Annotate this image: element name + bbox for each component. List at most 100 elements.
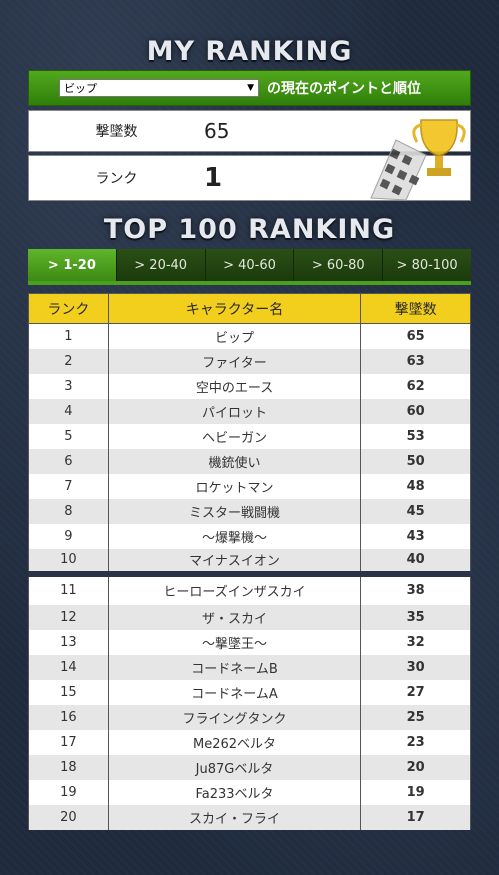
- header-kills: 撃墜数: [360, 293, 471, 324]
- row-rank-cell: 20: [28, 804, 109, 830]
- tab-80-100[interactable]: > 80-100: [383, 249, 471, 281]
- table-row: 14 コードネームB 30: [28, 654, 471, 680]
- row-kills-cell: 60: [360, 398, 471, 424]
- row-kills-cell: 23: [360, 729, 471, 755]
- table-row: 9 ～爆撃機～ 43: [28, 523, 471, 549]
- row-rank-cell: 19: [28, 779, 109, 805]
- row-name-cell: マイナスイオン: [107, 548, 362, 574]
- table-row: 12 ザ・スカイ 35: [28, 604, 471, 630]
- row-kills-cell: 20: [360, 754, 471, 780]
- row-rank-cell: 10: [28, 548, 109, 574]
- row-name-cell: フライングタンク: [107, 704, 362, 730]
- row-kills-cell: 25: [360, 704, 471, 730]
- row-kills-cell: 27: [360, 679, 471, 705]
- table-row: 2 ファイター 63: [28, 348, 471, 374]
- row-kills-cell: 63: [360, 348, 471, 374]
- row-rank-cell: 5: [28, 423, 109, 449]
- tab-1-20[interactable]: > 1-20: [28, 249, 117, 281]
- character-select[interactable]: ビップ ▼: [59, 79, 259, 97]
- table-row: 7 ロケットマン 48: [28, 473, 471, 499]
- row-rank-cell: 12: [28, 604, 109, 630]
- tab-60-80[interactable]: > 60-80: [294, 249, 384, 281]
- top-ranking-title: TOP 100 RANKING: [103, 214, 396, 245]
- table-row: 11 ヒーローズインザスカイ 38: [28, 570, 471, 605]
- table-row: 18 Ju87Gベルタ 20: [28, 754, 471, 780]
- table-row: 20 スカイ・フライ 17: [28, 804, 471, 830]
- row-name-cell: パイロット: [107, 398, 362, 424]
- row-name-cell: ファイター: [107, 348, 362, 374]
- table-row: 6 機銃使い 50: [28, 448, 471, 474]
- bar-caption: の現在のポイントと順位: [267, 81, 421, 97]
- row-name-cell: ヒーローズインザスカイ: [107, 570, 362, 605]
- row-rank-cell: 15: [28, 679, 109, 705]
- row-rank-cell: 9: [28, 523, 109, 549]
- row-name-cell: ミスター戦闘機: [107, 498, 362, 524]
- tab-20-40[interactable]: > 20-40: [116, 249, 206, 281]
- row-kills-cell: 32: [360, 629, 471, 655]
- kills-value: 65: [204, 119, 230, 143]
- row-name-cell: ザ・スカイ: [107, 604, 362, 630]
- row-name-cell: ビップ: [107, 323, 362, 349]
- row-kills-cell: 19: [360, 779, 471, 805]
- row-name-cell: ～爆撃機～: [107, 523, 362, 549]
- table-row: 5 ヘビーガン 53: [28, 423, 471, 449]
- tab-underline: [28, 281, 471, 285]
- row-kills-cell: 65: [360, 323, 471, 349]
- table-row: 1 ビップ 65: [28, 323, 471, 349]
- row-name-cell: Me262ベルタ: [107, 729, 362, 755]
- row-kills-cell: 35: [360, 604, 471, 630]
- row-rank-cell: 2: [28, 348, 109, 374]
- ranking-body: 1 ビップ 65 2 ファイター 63 3 空中のエース 62 4 パイロット 60 5 ヘビーガン 53 6…: [28, 323, 471, 830]
- my-ranking-title: MY RANKING: [146, 36, 353, 67]
- row-kills-cell: 40: [360, 548, 471, 574]
- row-rank-cell: 1: [28, 323, 109, 349]
- row-kills-cell: 62: [360, 373, 471, 399]
- row-kills-cell: 53: [360, 423, 471, 449]
- range-tabs: > 1-20 > 20-40 > 40-60 > 60-80 > 80-100: [28, 249, 471, 281]
- table-row: 8 ミスター戦闘機 45: [28, 498, 471, 524]
- row-rank-cell: 8: [28, 498, 109, 524]
- row-kills-cell: 48: [360, 473, 471, 499]
- row-name-cell: ロケットマン: [107, 473, 362, 499]
- row-rank-cell: 4: [28, 398, 109, 424]
- rank-value: 1: [204, 163, 223, 193]
- row-name-cell: ヘビーガン: [107, 423, 362, 449]
- row-rank-cell: 13: [28, 629, 109, 655]
- table-row: 13 ～撃墜王～ 32: [28, 629, 471, 655]
- row-rank-cell: 6: [28, 448, 109, 474]
- row-rank-cell: 7: [28, 473, 109, 499]
- header-rank: ランク: [28, 293, 109, 324]
- row-name-cell: 機銃使い: [107, 448, 362, 474]
- table-row: 4 パイロット 60: [28, 398, 471, 424]
- row-kills-cell: 38: [360, 570, 471, 605]
- row-rank-cell: 3: [28, 373, 109, 399]
- row-kills-cell: 17: [360, 804, 471, 830]
- table-row: 19 Fa233ベルタ 19: [28, 779, 471, 805]
- row-name-cell: Ju87Gベルタ: [107, 754, 362, 780]
- tab-40-60[interactable]: > 40-60: [205, 249, 295, 281]
- header-name: キャラクター名: [107, 293, 362, 324]
- character-select-bar: ビップ ▼ の現在のポイントと順位: [28, 70, 471, 106]
- table-row: 15 コードネームA 27: [28, 679, 471, 705]
- row-rank-cell: 14: [28, 654, 109, 680]
- rank-label: ランク: [95, 171, 138, 187]
- row-rank-cell: 11: [28, 570, 109, 605]
- table-row: 10 マイナスイオン 40: [28, 548, 471, 574]
- row-name-cell: Fa233ベルタ: [107, 779, 362, 805]
- ranking-table: ランク キャラクター名 撃墜数 1 ビップ 65 2 ファイター 63 3 空中のエース 62 4…: [28, 293, 471, 830]
- row-rank-cell: 18: [28, 754, 109, 780]
- row-rank-cell: 17: [28, 729, 109, 755]
- rank-row: ランク 1: [28, 155, 471, 201]
- row-name-cell: ～撃墜王～: [107, 629, 362, 655]
- row-name-cell: コードネームA: [107, 679, 362, 705]
- table-row: 17 Me262ベルタ 23: [28, 729, 471, 755]
- table-row: 16 フライングタンク 25: [28, 704, 471, 730]
- row-name-cell: コードネームB: [107, 654, 362, 680]
- row-kills-cell: 43: [360, 523, 471, 549]
- row-kills-cell: 50: [360, 448, 471, 474]
- row-rank-cell: 16: [28, 704, 109, 730]
- selected-character: ビップ: [64, 82, 97, 95]
- row-kills-cell: 30: [360, 654, 471, 680]
- table-header-row: ランク キャラクター名 撃墜数: [28, 293, 471, 324]
- row-name-cell: スカイ・フライ: [107, 804, 362, 830]
